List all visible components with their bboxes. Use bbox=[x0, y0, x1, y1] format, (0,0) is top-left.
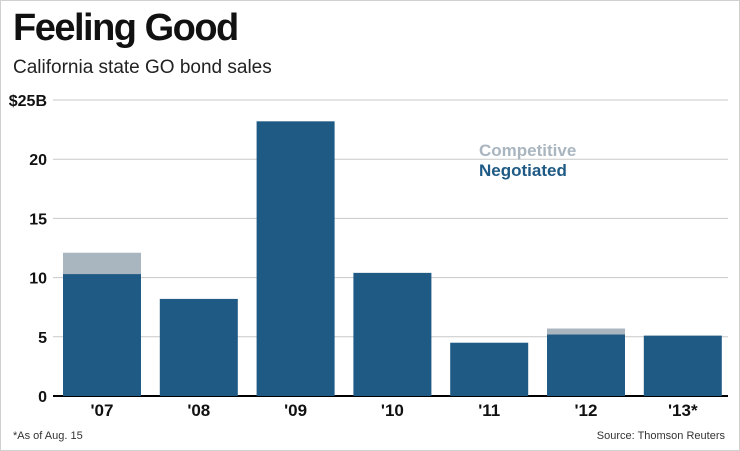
bar-negotiated bbox=[547, 334, 625, 396]
x-tick-labels: '07 '08 '09 '10 '11 '12 '13* bbox=[91, 401, 698, 420]
legend-competitive: Competitive bbox=[479, 141, 576, 160]
legend-negotiated: Negotiated bbox=[479, 161, 567, 180]
bar-negotiated bbox=[256, 121, 335, 396]
chart-title: Feeling Good bbox=[13, 7, 239, 49]
x-tick-label: '12 bbox=[575, 401, 598, 420]
bar-negotiated bbox=[643, 335, 722, 396]
x-tick-label: '08 bbox=[187, 401, 210, 420]
y-tick-label: 0 bbox=[38, 389, 47, 406]
y-tick-labels: 0 5 10 15 20 $25B bbox=[9, 93, 47, 406]
bar-competitive bbox=[547, 328, 625, 335]
bar-negotiated bbox=[63, 274, 141, 396]
bars bbox=[63, 121, 722, 396]
chart-subtitle: California state GO bond sales bbox=[13, 57, 272, 78]
bar-chart: 0 5 10 15 20 $25B '07 '08 '09 '10 '11 '12 '13* Comp… bbox=[9, 93, 728, 420]
x-tick-label: '09 bbox=[284, 401, 307, 420]
bar-negotiated bbox=[159, 298, 238, 396]
y-tick-label: 20 bbox=[29, 152, 47, 169]
x-tick-label: '13* bbox=[668, 401, 698, 420]
y-tick-label: 5 bbox=[38, 330, 47, 347]
x-tick-label: '11 bbox=[478, 401, 500, 420]
bar-negotiated bbox=[450, 342, 529, 396]
x-tick-label: '10 bbox=[381, 401, 404, 420]
x-tick-label: '07 bbox=[91, 401, 114, 420]
y-tick-label: 15 bbox=[29, 211, 47, 228]
bar-negotiated bbox=[353, 272, 432, 396]
y-tick-label: 10 bbox=[29, 271, 47, 288]
bar-competitive bbox=[63, 252, 141, 275]
footnote: *As of Aug. 15 bbox=[13, 430, 83, 442]
y-tick-label: $25B bbox=[9, 93, 47, 110]
source-credit: Source: Thomson Reuters bbox=[596, 430, 725, 442]
